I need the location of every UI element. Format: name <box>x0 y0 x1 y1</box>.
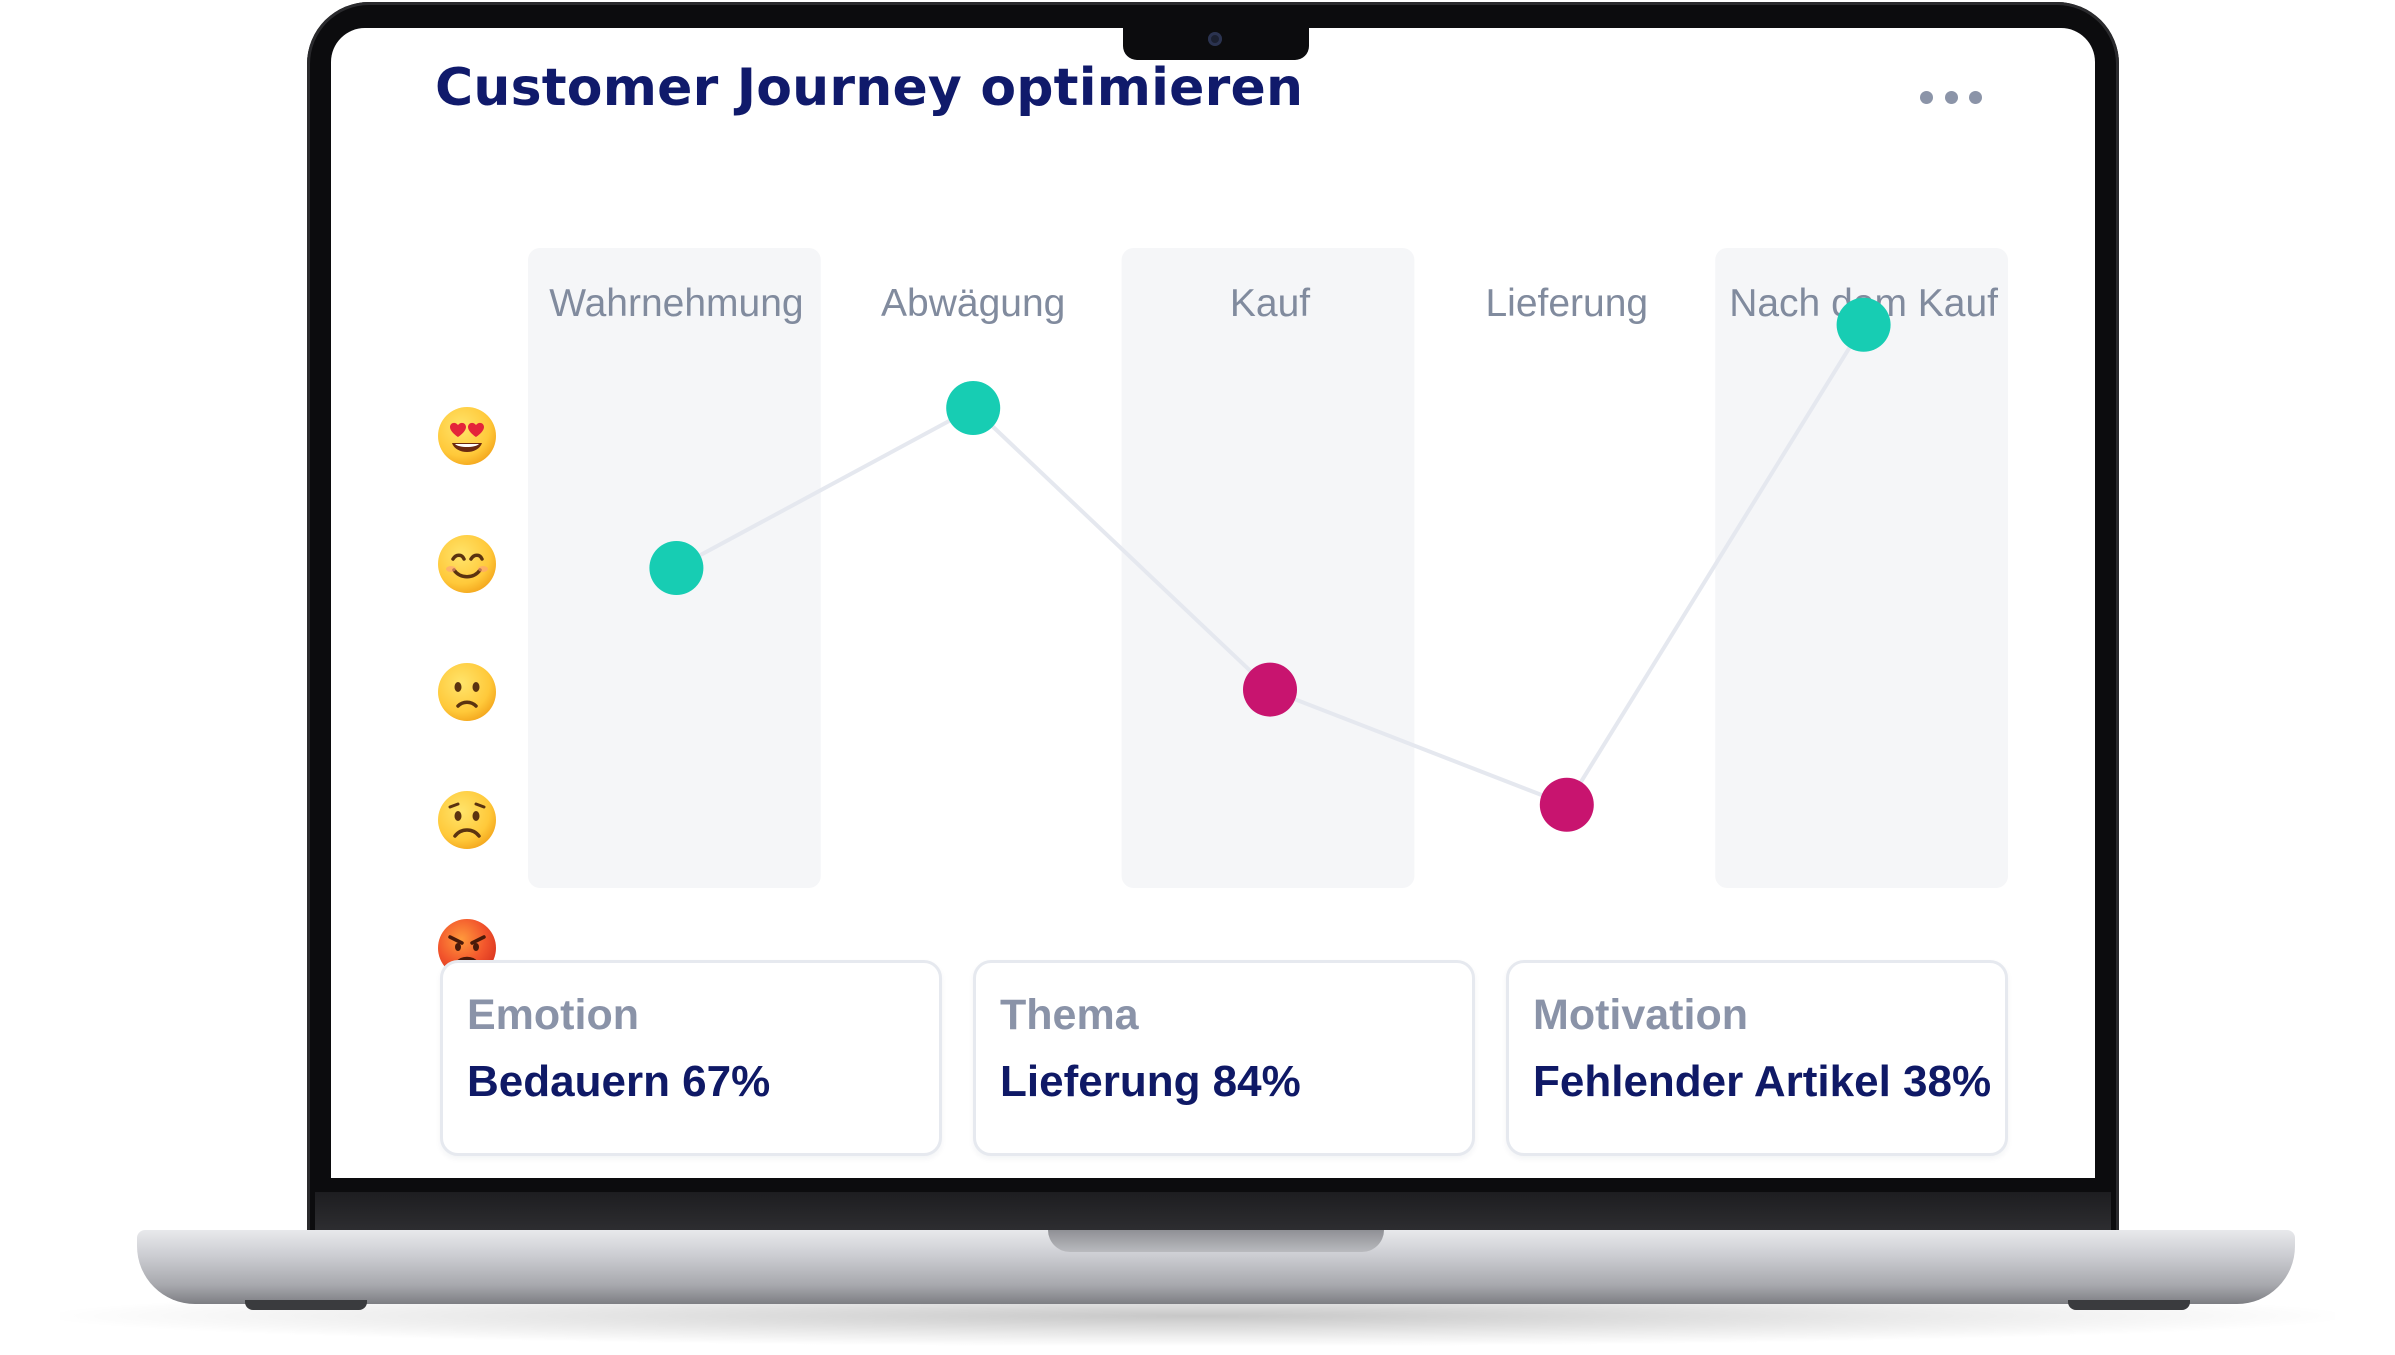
metric-card-emotion: Emotion Bedauern 67% <box>440 960 942 1156</box>
laptop-foot-right <box>2068 1300 2190 1310</box>
stage-label: Abwägung <box>881 282 1065 325</box>
journey-point[interactable] <box>1836 297 1891 352</box>
journey-line-segment <box>971 406 1272 692</box>
laptop-base-groove <box>1048 1230 1384 1252</box>
metric-value: Fehlender Artikel 38% <box>1533 1057 1992 1106</box>
stage-band <box>1121 248 1415 888</box>
metric-value: Lieferung 84% <box>1000 1057 1301 1106</box>
metric-label: Motivation <box>1533 991 1748 1039</box>
more-horizontal-icon <box>1969 90 1982 104</box>
journey-points <box>649 297 1891 832</box>
stage-bands <box>528 248 2008 888</box>
page-title: Customer Journey optimieren <box>435 58 1304 118</box>
journey-line-segment <box>674 406 976 570</box>
journey-line <box>674 322 1866 807</box>
laptop-foot-left <box>245 1300 367 1310</box>
journey-point[interactable] <box>1539 777 1594 832</box>
camera-icon <box>1208 32 1222 46</box>
metric-label: Emotion <box>467 991 639 1039</box>
heart-eyes-emoji-icon <box>436 405 498 467</box>
metric-card-thema: Thema Lieferung 84% <box>973 960 1475 1156</box>
stage-label: Wahrnehmung <box>549 282 803 325</box>
more-options-button[interactable] <box>1920 82 1982 112</box>
frowning-emoji-icon <box>436 789 498 851</box>
journey-line-segment <box>1268 687 1569 807</box>
smiling-emoji-icon <box>436 533 498 595</box>
stage-band <box>1715 248 2008 888</box>
laptop-hinge <box>315 1192 2111 1232</box>
metric-label: Thema <box>1000 991 1139 1039</box>
stage-label: Lieferung <box>1485 282 1648 325</box>
metric-value: Bedauern 67% <box>467 1057 771 1106</box>
journey-point[interactable] <box>649 541 704 595</box>
slightly-frowning-emoji-icon <box>436 661 498 723</box>
metric-card-motivation: Motivation Fehlender Artikel 38% <box>1506 960 2008 1156</box>
more-horizontal-icon <box>1920 90 1933 104</box>
journey-point[interactable] <box>1243 662 1297 717</box>
journey-point[interactable] <box>946 381 1001 435</box>
more-horizontal-icon <box>1944 90 1958 104</box>
journey-line-segment <box>1564 322 1866 807</box>
stage-label: Kauf <box>1230 282 1310 325</box>
